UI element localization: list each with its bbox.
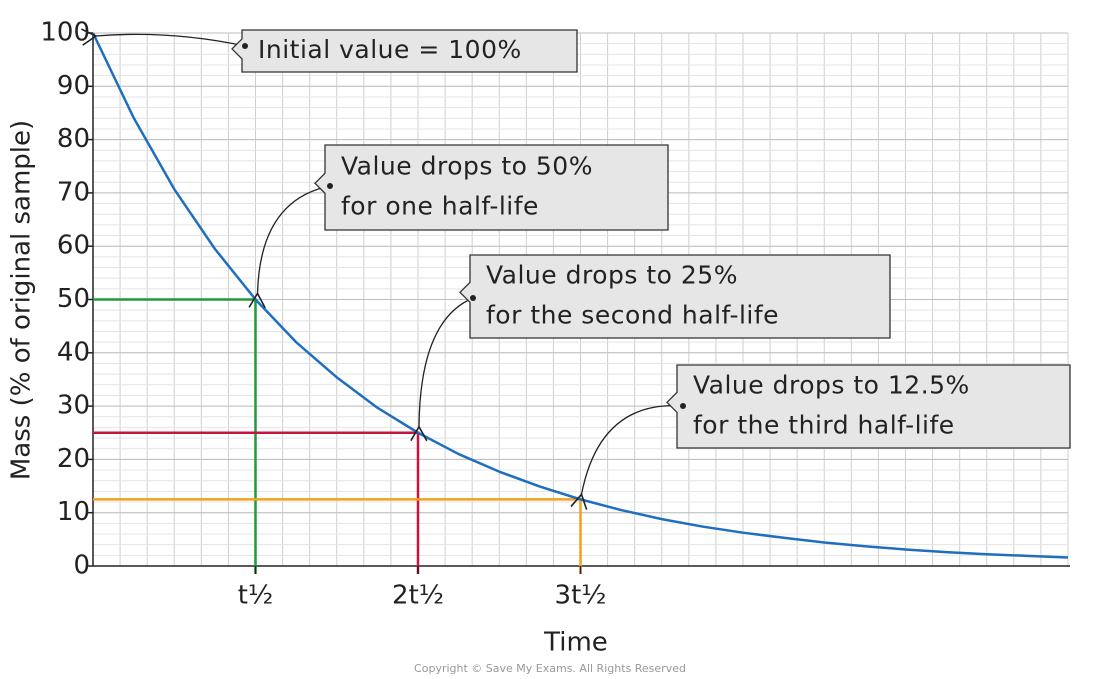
annotation-box	[231, 29, 578, 73]
y-tick-label: 80	[57, 124, 90, 154]
y-tick-label: 20	[57, 444, 90, 474]
annotation-arrow	[410, 297, 474, 442]
x-tick-label: 3t½	[555, 581, 607, 611]
annotation-dot	[680, 403, 686, 409]
annotation-arrow	[248, 185, 331, 309]
y-tick-label: 30	[57, 391, 90, 421]
annotation-box	[459, 254, 891, 339]
y-tick-label: 90	[57, 71, 90, 101]
annotation-text: for the third half-life	[693, 411, 955, 440]
annotation-dot	[470, 295, 476, 301]
annotation-text: Value drops to 50%	[341, 152, 593, 181]
y-axis-label: Mass (% of original sample)	[7, 120, 37, 480]
annotation-text: Initial value = 100%	[258, 35, 522, 64]
annotation-box	[666, 364, 1071, 449]
annotation-arrow	[570, 405, 684, 510]
y-tick-label: 0	[73, 551, 90, 581]
x-tick-label: 2t½	[392, 581, 444, 611]
y-tick-label: 40	[57, 337, 90, 367]
annotation-box	[314, 144, 669, 231]
y-tick-label: 50	[57, 284, 90, 314]
annotation-arrow	[81, 28, 246, 47]
y-tick-label: 60	[57, 231, 90, 261]
annotation-dot	[327, 183, 333, 189]
x-axis-label: Time	[543, 628, 608, 658]
annotation-text: for one half-life	[341, 192, 539, 221]
annotation-dot	[242, 43, 248, 49]
annotation-text: for the second half-life	[486, 301, 779, 330]
y-tick-label: 70	[57, 177, 90, 207]
y-tick-label: 100	[40, 18, 90, 48]
y-tick-label: 10	[57, 497, 90, 527]
footer: Copyright © Save My Exams. All Rights Re…	[414, 662, 686, 675]
x-tick-label: t½	[238, 581, 273, 611]
annotation-text: Value drops to 25%	[486, 261, 738, 290]
annotation-text: Value drops to 12.5%	[693, 371, 970, 400]
